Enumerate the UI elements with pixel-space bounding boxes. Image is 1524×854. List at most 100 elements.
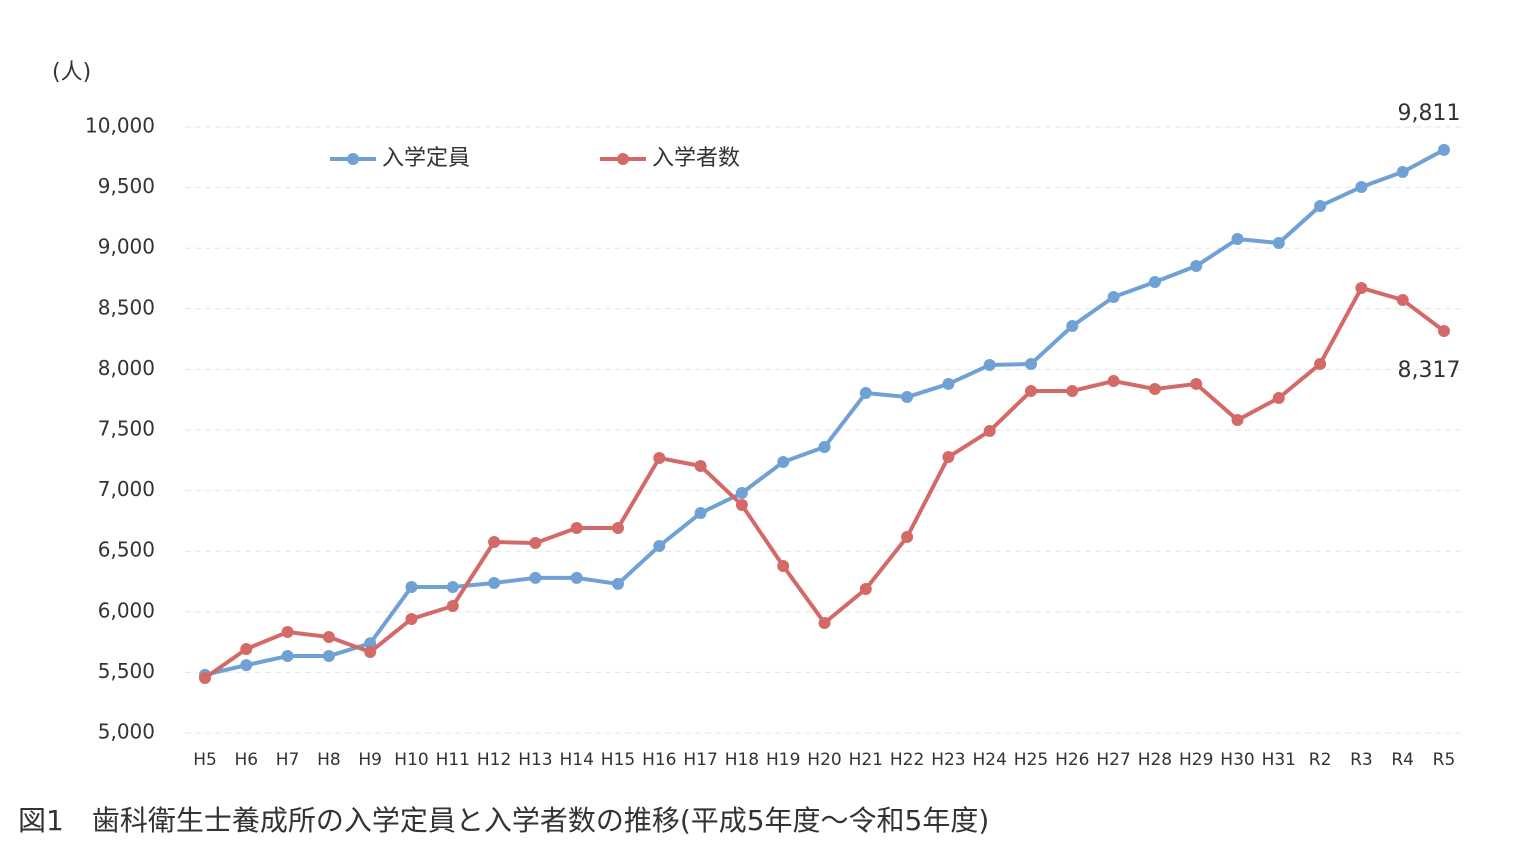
x-tick-label: H8 [317, 750, 341, 770]
data-point [1066, 320, 1079, 333]
y-tick-label: 9,500 [98, 174, 155, 198]
series-line [204, 148, 1445, 677]
chart-title: 図1 歯科衛生士養成所の入学定員と入学者数の推移(平成5年度～令和5年度) [18, 804, 989, 837]
x-tick-label: H28 [1138, 750, 1172, 770]
data-point [735, 499, 748, 512]
data-point [446, 599, 459, 612]
data-point [1272, 392, 1285, 405]
x-tick-label: H18 [725, 750, 759, 770]
x-tick-label: H19 [766, 750, 800, 770]
data-point [859, 583, 872, 596]
data-point [1438, 324, 1450, 337]
data-point [364, 646, 377, 659]
y-tick-label: 6,500 [98, 538, 155, 562]
data-point [1025, 384, 1037, 397]
x-tick-label: H27 [1096, 750, 1130, 770]
x-tick-label: H22 [890, 750, 924, 770]
data-point [1438, 143, 1450, 156]
x-tick-label: H25 [1014, 750, 1048, 770]
data-point [777, 559, 790, 572]
y-tick-label: 5,000 [98, 720, 155, 744]
x-tick-label: H15 [601, 750, 635, 770]
data-point [1231, 232, 1244, 245]
legend-marker [617, 153, 629, 165]
x-tick-label: H6 [234, 750, 258, 770]
data-point [901, 391, 914, 404]
data-point [281, 626, 294, 639]
x-tick-label: H11 [436, 750, 470, 770]
x-tick-label: H7 [276, 750, 300, 770]
data-point [1066, 384, 1079, 397]
data-point [570, 571, 583, 584]
data-point [1231, 414, 1244, 427]
x-tick-label: H24 [972, 750, 1006, 770]
data-point [281, 650, 294, 663]
data-point [694, 507, 707, 520]
data-point [1025, 357, 1037, 370]
data-point [983, 424, 996, 437]
y-tick-label: 6,000 [98, 598, 155, 622]
x-tick-label: H5 [193, 750, 217, 770]
y-tick-label: 8,000 [98, 356, 155, 380]
x-tick-label: R2 [1309, 750, 1332, 770]
legend-label: 入学定員 [382, 146, 470, 171]
data-point [1272, 236, 1285, 249]
legend-marker [347, 153, 359, 165]
data-point [942, 377, 955, 390]
x-tick-label: R4 [1391, 750, 1414, 770]
x-tick-label: H14 [559, 750, 593, 770]
x-tick-label: H30 [1220, 750, 1254, 770]
x-tick-label: H23 [931, 750, 965, 770]
legend-label: 入学者数 [652, 146, 740, 171]
data-point [901, 531, 914, 544]
data-point [694, 459, 707, 472]
data-point [529, 536, 542, 549]
data-point [1314, 357, 1327, 370]
data-point [322, 631, 335, 644]
x-tick-label: H31 [1262, 750, 1296, 770]
data-point [1107, 375, 1120, 388]
data-point [983, 359, 996, 372]
x-tick-label: H29 [1179, 750, 1213, 770]
y-tick-label: 7,500 [98, 417, 155, 441]
data-point [240, 643, 253, 656]
data-point [777, 455, 790, 468]
data-point [405, 612, 418, 625]
y-axis-unit: (人) [52, 60, 91, 85]
data-point [1355, 180, 1368, 193]
y-tick-label: 7,000 [98, 477, 155, 501]
x-tick-label: H9 [358, 750, 382, 770]
data-point [405, 580, 418, 593]
data-label: 9,811 [1398, 101, 1461, 126]
data-point [322, 650, 335, 663]
y-tick-label: 5,500 [98, 659, 155, 683]
data-point [1107, 291, 1120, 304]
x-tick-label: H17 [683, 750, 717, 770]
y-tick-label: 9,000 [98, 235, 155, 259]
x-tick-label: R3 [1350, 750, 1373, 770]
data-point [364, 637, 377, 650]
data-point [1355, 281, 1368, 294]
data-point [818, 616, 831, 629]
data-point [818, 440, 831, 453]
data-point [735, 487, 748, 500]
data-point [653, 451, 666, 464]
y-tick-label: 8,500 [98, 295, 155, 319]
data-point [446, 580, 459, 593]
data-label: 8,317 [1398, 358, 1461, 383]
x-tick-label: H16 [642, 750, 676, 770]
x-tick-label: R5 [1433, 750, 1456, 770]
x-tick-label: H26 [1055, 750, 1089, 770]
data-point [859, 387, 872, 400]
y-tick-label: 10,000 [85, 114, 155, 138]
data-point [653, 539, 666, 552]
x-tick-label: H13 [518, 750, 552, 770]
data-point [942, 451, 955, 464]
data-point [1148, 383, 1161, 396]
data-point [1396, 293, 1409, 306]
data-point [1314, 200, 1327, 213]
data-point [612, 577, 624, 590]
data-point [1190, 260, 1203, 273]
x-tick-label: H10 [394, 750, 428, 770]
